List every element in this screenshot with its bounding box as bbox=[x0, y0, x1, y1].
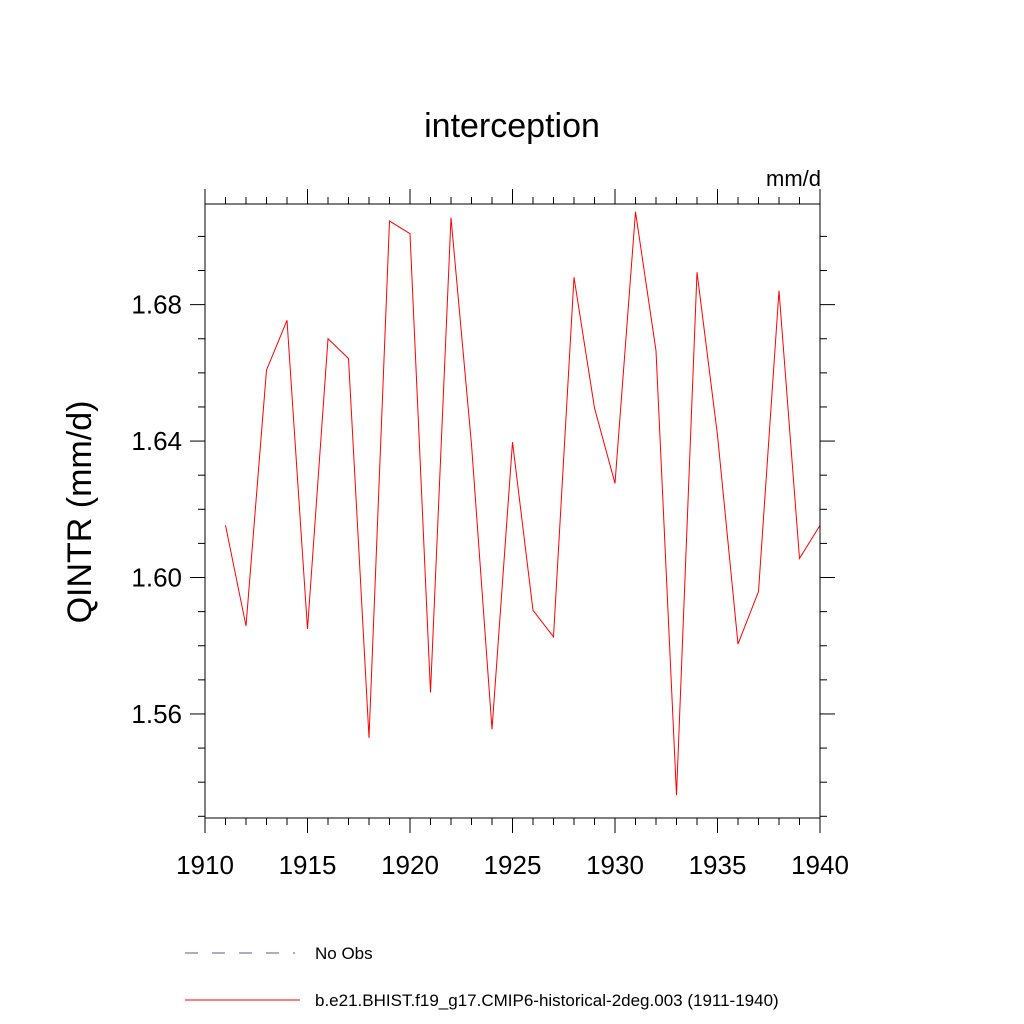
legend-label-no-obs: No Obs bbox=[315, 944, 373, 963]
x-tick-label: 1930 bbox=[586, 850, 644, 880]
x-tick-label: 1915 bbox=[279, 850, 337, 880]
y-tick-label: 1.56 bbox=[131, 699, 182, 729]
tick-labels: 1910 1915 1920 1925 1930 1935 1940 1.56 1.60 1.64… bbox=[131, 290, 849, 880]
legend-label-model-run: b.e21.BHIST.f19_g17.CMIP6-historical-2de… bbox=[315, 991, 779, 1010]
series-line-1 bbox=[225, 211, 821, 796]
units-label: mm/d bbox=[766, 166, 821, 191]
y-tick-label: 1.64 bbox=[131, 426, 182, 456]
x-tick-label: 1940 bbox=[791, 850, 849, 880]
chart-title: interception bbox=[424, 107, 600, 145]
y-tick-label: 1.68 bbox=[131, 290, 182, 320]
y-tick-label: 1.60 bbox=[131, 563, 182, 593]
legend: No Obs b.e21.BHIST.f19_g17.CMIP6-histori… bbox=[185, 944, 779, 1010]
x-tick-label: 1935 bbox=[689, 850, 747, 880]
plot-frame bbox=[204, 203, 821, 819]
y-axis-label: QINTR (mm/d) bbox=[61, 401, 99, 624]
x-tick-label: 1925 bbox=[484, 850, 542, 880]
plot-area bbox=[225, 211, 821, 796]
x-tick-label: 1920 bbox=[381, 850, 439, 880]
x-tick-label: 1910 bbox=[176, 850, 234, 880]
axis-ticks bbox=[190, 189, 835, 833]
